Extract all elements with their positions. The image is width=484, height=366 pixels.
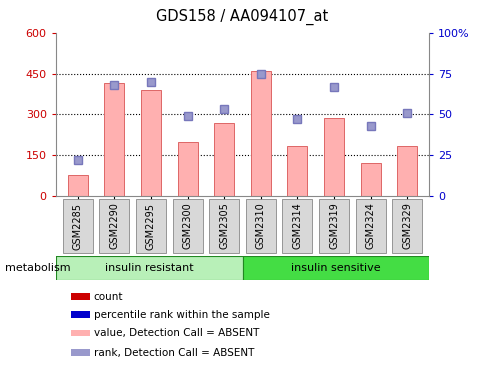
Text: metabolism: metabolism	[5, 263, 70, 273]
Text: GSM2305: GSM2305	[219, 202, 229, 250]
Text: insulin sensitive: insulin sensitive	[290, 263, 380, 273]
Bar	[209, 199, 239, 253]
Text: GSM2314: GSM2314	[292, 203, 302, 249]
Bar	[177, 142, 197, 196]
Text: count: count	[93, 292, 123, 302]
Bar	[242, 256, 428, 280]
Bar	[70, 349, 90, 356]
Text: percentile rank within the sample: percentile rank within the sample	[93, 310, 269, 320]
Bar	[392, 199, 422, 253]
Bar	[99, 199, 129, 253]
Text: GSM2290: GSM2290	[109, 202, 119, 250]
Bar	[56, 256, 242, 280]
Bar	[136, 199, 166, 253]
Bar	[323, 119, 343, 196]
Text: insulin resistant: insulin resistant	[105, 263, 193, 273]
Text: GSM2285: GSM2285	[73, 202, 83, 250]
Bar	[355, 199, 385, 253]
Bar	[68, 175, 88, 196]
Text: value, Detection Call = ABSENT: value, Detection Call = ABSENT	[93, 328, 258, 338]
Text: GSM2310: GSM2310	[255, 203, 265, 249]
Text: GSM2319: GSM2319	[328, 203, 338, 249]
Text: GSM2300: GSM2300	[182, 203, 192, 249]
Bar	[360, 163, 380, 196]
Bar	[287, 146, 307, 196]
Bar	[245, 199, 275, 253]
Bar	[213, 123, 234, 196]
Bar	[70, 329, 90, 336]
Text: GSM2329: GSM2329	[401, 202, 411, 250]
Bar	[318, 199, 348, 253]
Bar	[141, 90, 161, 196]
Bar	[70, 311, 90, 318]
Text: GDS158 / AA094107_at: GDS158 / AA094107_at	[156, 9, 328, 25]
Bar	[172, 199, 202, 253]
Bar	[250, 71, 271, 196]
Bar	[396, 146, 416, 196]
Bar	[70, 294, 90, 300]
Bar	[282, 199, 312, 253]
Text: rank, Detection Call = ABSENT: rank, Detection Call = ABSENT	[93, 348, 254, 358]
Bar	[62, 199, 92, 253]
Text: GSM2295: GSM2295	[146, 202, 156, 250]
Bar	[104, 83, 124, 196]
Text: GSM2324: GSM2324	[365, 202, 375, 250]
